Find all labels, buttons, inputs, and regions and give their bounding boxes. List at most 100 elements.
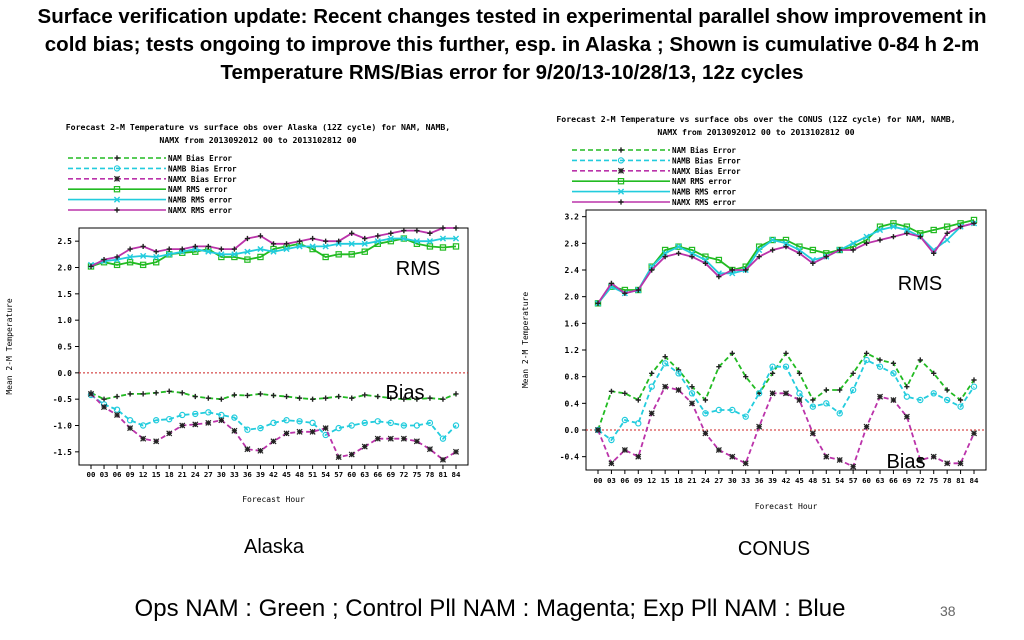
conus-series-5-point-7: [689, 254, 695, 260]
alaska-legend-label-1: NAMB Bias Error: [168, 164, 237, 173]
conus-series-2-point-6: [675, 386, 682, 394]
conus-series-5-point-3: [635, 287, 641, 293]
alaska-ytick-label-7: 2.0: [58, 264, 73, 273]
conus-xtick-label-23: 69: [902, 476, 911, 485]
conus-series-2-point-28: [970, 430, 978, 437]
alaska-series-1-point-12: [244, 426, 251, 433]
alaska-legend-marker-3: [113, 185, 121, 193]
alaska-series-0-point-24: [401, 396, 407, 402]
alaska-series-4-point-4: [140, 252, 147, 260]
conus-series-5-point-21: [877, 237, 883, 243]
alaska-xtick-label-0: 00: [87, 470, 96, 479]
alaska-series-2-point-14: [270, 438, 277, 445]
conus-xtick-label-15: 45: [795, 476, 804, 485]
alaska-x-axis-label: Forecast Hour: [242, 495, 305, 504]
conus-series-1-point-12: [755, 390, 763, 397]
conus-series-2-point-26: [944, 460, 951, 467]
alaska-series-0-point-6: [166, 388, 172, 394]
conus-xtick-label-14: 42: [782, 476, 791, 485]
alaska-series-5-point-13: [257, 233, 264, 239]
alaska-region-label: Alaska: [243, 536, 305, 558]
alaska-series-0-point-4: [140, 391, 146, 397]
alaska-chart-subtitle: NAMX from 2013092012 00 to 2013102812 00: [159, 135, 356, 145]
alaska-series-4-point-6: [166, 251, 173, 258]
conus-series-1-point-7: [688, 390, 696, 397]
conus-series-0-point-25: [931, 370, 937, 376]
alaska-series-5-point-9: [205, 243, 211, 250]
conus-series-3-point-26: [943, 223, 951, 230]
conus-series-0-point-21: [877, 357, 883, 363]
alaska-series-4-point-12: [244, 248, 251, 255]
conus-series-5-point-1: [608, 280, 615, 286]
alaska-xtick-label-22: 66: [373, 470, 382, 479]
conus-series-5-point-12: [756, 254, 762, 260]
conus-series-2-point-19: [850, 463, 857, 470]
conus-series-2-point-21: [876, 393, 884, 400]
alaska-xtick-label-14: 42: [269, 470, 278, 479]
alaska-series-4-point-26: [426, 238, 434, 245]
alaska-xtick-label-16: 48: [295, 470, 304, 479]
alaska-xtick-label-5: 15: [152, 470, 161, 479]
alaska-legend-label-2: NAMX Bias Error: [168, 175, 237, 184]
conus-ytick-label-8: 2.8: [565, 239, 580, 248]
conus-legend-label-4: NAMB RMS error: [672, 188, 736, 197]
conus-xtick-label-4: 12: [647, 476, 656, 485]
conus-series-0-point-14: [783, 350, 789, 356]
alaska-series-5-point-18: [323, 238, 329, 244]
conus-xtick-label-27: 81: [956, 476, 965, 485]
conus-series-2-point-27: [957, 460, 964, 467]
alaska-series-4-point-18: [322, 243, 329, 250]
conus-ytick-label-6: 2.0: [565, 293, 580, 302]
alaska-series-3-point-12: [244, 256, 251, 263]
alaska-series-1-point-3: [126, 417, 134, 424]
alaska-ytick-label-3: 0.0: [58, 369, 73, 378]
alaska-series-1-point-19: [335, 424, 342, 432]
alaska-series-3-point-20: [348, 251, 355, 258]
conus-ytick-label-5: 1.6: [565, 319, 580, 328]
conus-series-1-point-19: [849, 386, 857, 394]
conus-series-5-point-28: [971, 220, 977, 226]
alaska-series-0-point-16: [296, 395, 303, 401]
conus-series-0-point-13: [769, 370, 776, 376]
alaska-series-0-point-1: [101, 396, 107, 402]
conus-legend-label-2: NAMX Bias Error: [672, 167, 741, 176]
conus-bias-annotation: Bias: [886, 451, 926, 473]
conus-xtick-label-9: 27: [714, 476, 723, 485]
alaska-series-4-point-13: [257, 245, 264, 253]
conus-series-1-point-4: [648, 383, 655, 390]
alaska-xtick-label-21: 63: [360, 470, 369, 479]
alaska-series-4-point-5: [153, 253, 160, 261]
conus-xtick-label-17: 51: [822, 476, 831, 485]
conus-series-1-point-5: [661, 360, 669, 367]
conus-series-2-point-1: [608, 460, 615, 467]
alaska-series-4-point-27: [439, 235, 447, 242]
alaska-series-2-point-10: [218, 417, 225, 424]
conus-series-1-point-2: [621, 416, 629, 424]
conus-series-2-point-10: [729, 453, 736, 460]
alaska-series-1-point-6: [166, 415, 173, 423]
alaska-series-0-point-2: [114, 393, 120, 400]
conus-series-5-point-16: [810, 260, 816, 266]
alaska-series-5-point-25: [414, 228, 420, 234]
conus-series-0-point-7: [689, 384, 695, 390]
alaska-xtick-label-25: 75: [412, 470, 421, 479]
alaska-series-2-point-20: [348, 451, 355, 458]
alaska-series-1-point-27: [439, 435, 447, 442]
conus-series-1-point-8: [702, 410, 709, 417]
conus-series-1-point-11: [742, 413, 749, 420]
conus-series-5-point-25: [931, 250, 937, 256]
conus-series-0-point-1: [608, 388, 615, 394]
alaska-legend-marker-0: [114, 155, 120, 161]
alaska-series-1-point-11: [231, 414, 238, 421]
alaska-xtick-label-11: 33: [230, 470, 239, 479]
alaska-series-4-point-17: [309, 243, 316, 250]
alaska-series-4-point-14: [270, 248, 277, 255]
conus-series-4-point-19: [850, 240, 857, 247]
alaska-series-5-point-5: [153, 249, 159, 255]
conus-xtick-label-19: 57: [849, 476, 858, 485]
alaska-series-5-point-10: [218, 246, 224, 252]
alaska-series-0-point-7: [179, 390, 185, 396]
alaska-series-5-point-21: [362, 235, 368, 242]
conus-series-2-point-18: [836, 456, 843, 464]
alaska-ytick-label-8: 2.5: [58, 237, 73, 246]
